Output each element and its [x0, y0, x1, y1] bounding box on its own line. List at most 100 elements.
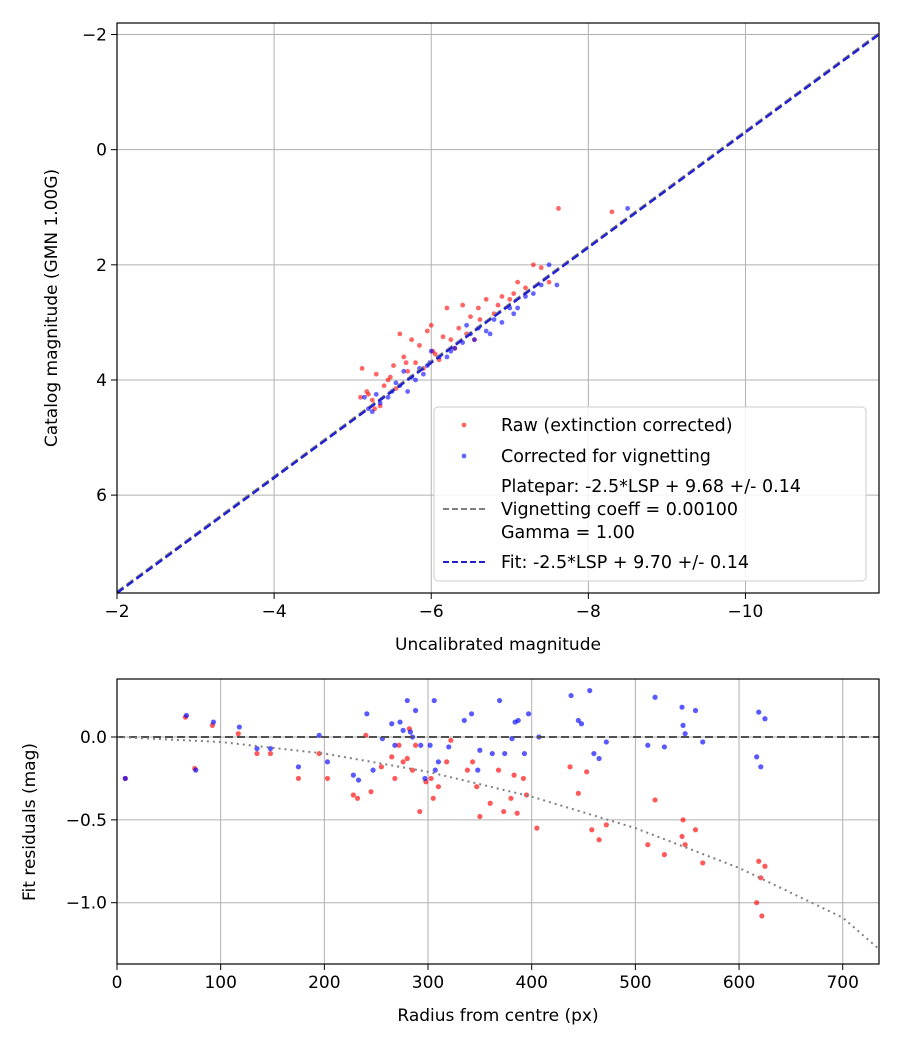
data-point: [554, 282, 560, 288]
data-point: [431, 697, 437, 704]
data-point: [754, 754, 760, 760]
bottom-y-axis-label: Fit residuals (mag): [20, 743, 40, 901]
data-point: [575, 790, 581, 796]
legend-label-platepar-line3: Gamma = 1.00: [501, 523, 635, 543]
data-point: [661, 744, 667, 750]
data-point: [448, 337, 454, 343]
data-point: [472, 337, 477, 343]
data-point: [483, 296, 489, 302]
data-point: [679, 833, 685, 840]
data-point: [514, 810, 520, 816]
data-point: [652, 797, 658, 803]
bottom-plot-area: [117, 679, 879, 964]
legend-label-corrected: Corrected for vignetting: [501, 447, 711, 467]
data-point: [584, 769, 590, 775]
x-tick-label: 400: [515, 973, 547, 993]
data-point: [183, 712, 190, 719]
y-tick-label: 6: [96, 486, 107, 506]
series-line: [117, 33, 879, 593]
data-point: [762, 716, 768, 722]
data-point: [645, 842, 651, 848]
x-tick-label: 0: [112, 973, 123, 993]
data-point: [758, 875, 764, 881]
data-point: [354, 795, 361, 801]
data-point: [392, 775, 398, 782]
data-point: [495, 302, 501, 308]
data-point: [520, 775, 527, 782]
data-point: [400, 727, 406, 733]
data-point: [591, 750, 597, 757]
data-point: [489, 750, 495, 757]
data-point: [679, 704, 685, 710]
data-point: [358, 394, 363, 400]
data-point: [475, 767, 481, 773]
data-point: [444, 354, 450, 360]
data-point: [396, 742, 402, 748]
x-tick-label: −8: [576, 602, 601, 622]
data-point: [511, 291, 517, 297]
data-point: [428, 322, 434, 328]
data-point: [440, 334, 446, 340]
data-point: [391, 363, 396, 368]
top-chart: −2 −4 −6 −8 −10 −2 0 2 4 6 Uncalibrated magnitude…: [42, 22, 880, 655]
data-point: [468, 314, 473, 320]
x-tick-label: −4: [262, 602, 287, 622]
x-tick-label: 700: [826, 973, 858, 993]
x-tick-label: −6: [419, 602, 444, 622]
data-point: [418, 742, 424, 748]
data-point: [432, 767, 438, 773]
data-point: [502, 750, 508, 757]
y-tick-label: −2: [82, 26, 107, 46]
data-point: [369, 397, 375, 403]
series-line: [117, 735, 879, 950]
data-point: [682, 842, 688, 848]
data-point: [350, 772, 356, 778]
data-point: [596, 755, 602, 762]
data-point: [400, 759, 406, 765]
data-point: [477, 317, 483, 322]
data-point: [578, 721, 585, 727]
data-point: [422, 775, 428, 782]
data-point: [412, 707, 419, 714]
data-point: [427, 742, 433, 748]
data-point: [413, 360, 418, 366]
data-point: [499, 294, 505, 299]
data-point: [267, 745, 274, 752]
data-point: [365, 391, 371, 397]
top-axes-frame: [116, 22, 880, 594]
x-tick-label: −2: [104, 602, 129, 622]
data-point: [692, 707, 699, 714]
data-point: [401, 354, 407, 360]
data-point: [491, 317, 497, 322]
top-x-axis-label: Uncalibrated magnitude: [395, 635, 601, 655]
top-legend: Raw (extinction corrected) Corrected for…: [433, 406, 867, 582]
data-point: [412, 742, 419, 748]
data-point: [397, 719, 403, 725]
data-point: [236, 724, 242, 730]
data-point: [680, 817, 686, 823]
data-point: [460, 302, 466, 308]
data-point: [404, 697, 410, 704]
x-tick-label: 300: [412, 973, 444, 993]
data-point: [682, 731, 688, 737]
data-point: [428, 348, 434, 354]
data-point: [759, 913, 765, 919]
data-point: [316, 732, 322, 738]
data-point: [523, 285, 528, 291]
data-point: [407, 729, 413, 735]
data-point: [389, 721, 395, 727]
bottom-data-layer: [117, 687, 879, 950]
data-point: [403, 360, 409, 366]
data-point: [499, 319, 505, 325]
data-point: [364, 711, 370, 717]
data-point: [461, 717, 467, 724]
data-point: [428, 775, 434, 782]
legend-label-platepar-line1: Platepar: -2.5*LSP + 9.68 +/- 0.14: [501, 477, 801, 497]
data-point: [405, 368, 411, 374]
data-point: [534, 825, 540, 831]
data-point: [413, 377, 418, 383]
data-point: [359, 366, 365, 371]
data-point: [762, 863, 768, 869]
data-point: [404, 755, 410, 762]
